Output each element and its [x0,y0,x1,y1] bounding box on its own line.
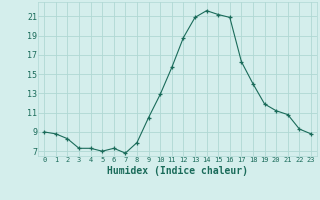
X-axis label: Humidex (Indice chaleur): Humidex (Indice chaleur) [107,166,248,176]
